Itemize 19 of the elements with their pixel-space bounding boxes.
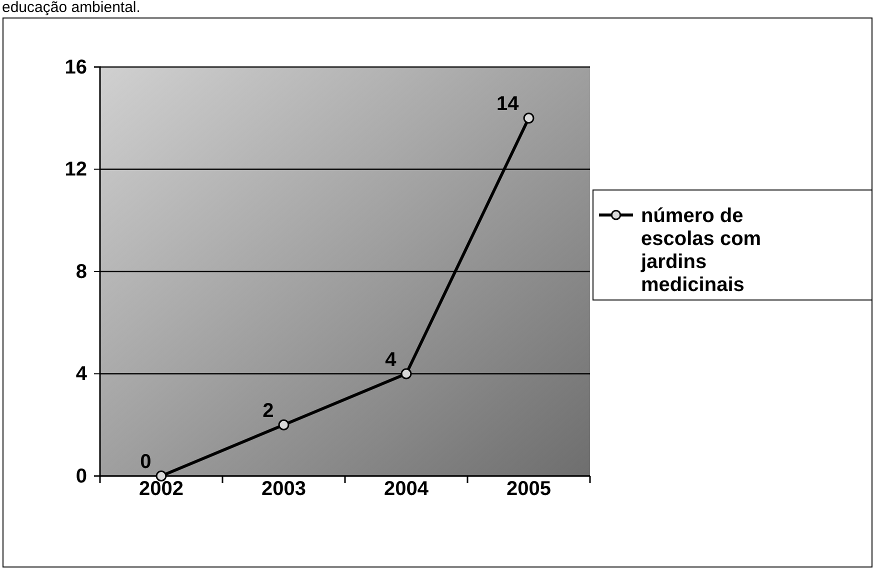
x-tick-label: 2004 (384, 478, 430, 500)
y-tick-label: 0 (76, 465, 87, 488)
point (400, 368, 412, 380)
y-tick-label: 12 (64, 158, 87, 181)
y-tick-label: 16 (64, 56, 87, 78)
data-label: 4 (385, 348, 398, 371)
x-tick-label: 2002 (139, 478, 184, 500)
legend-label: número de escolas com jardins medicinais (640, 205, 762, 296)
point (278, 419, 290, 430)
data-label: 2 (262, 400, 274, 422)
point (523, 112, 534, 124)
y-tick-label: 8 (76, 260, 87, 283)
point (156, 470, 167, 482)
data-label: 0 (140, 451, 152, 473)
y-tick-label: 4 (76, 363, 88, 386)
data-label: 14 (496, 93, 520, 116)
x-tick-label: 2005 (506, 478, 551, 500)
x-tick-label: 2003 (262, 478, 306, 500)
text: educação ambiental. (2, 0, 140, 16)
